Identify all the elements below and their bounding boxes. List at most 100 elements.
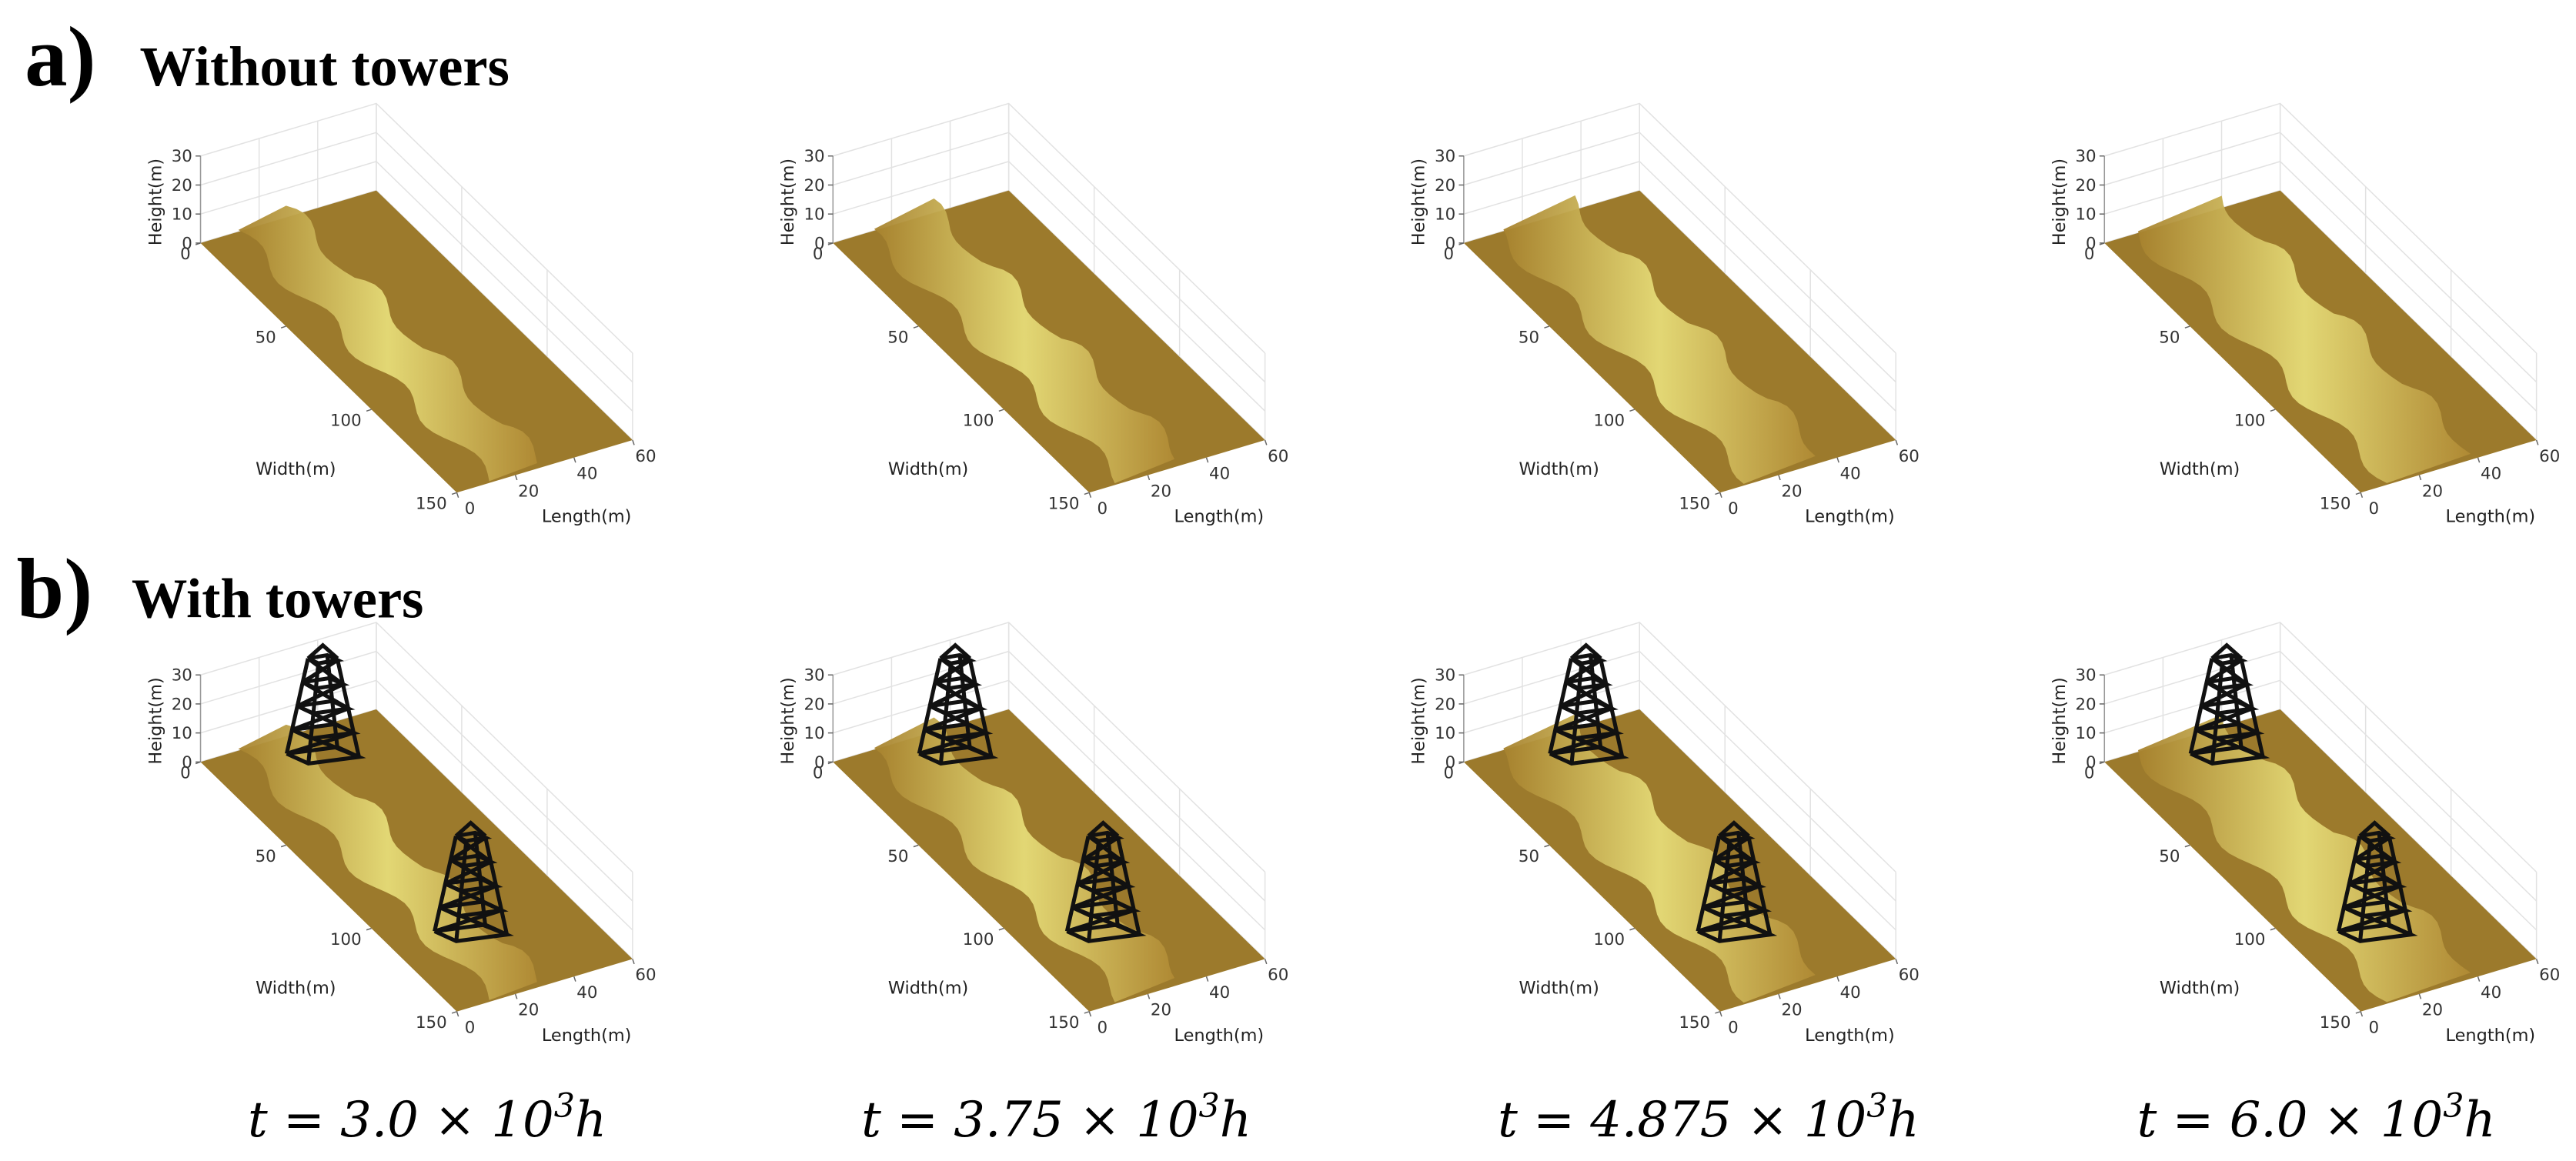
tick-label: 60: [1268, 447, 1288, 466]
tick-label: 150: [416, 495, 447, 514]
tick-label: 0: [1098, 499, 1108, 519]
tick-label: 30: [2075, 147, 2096, 166]
tick-mark: [280, 325, 286, 329]
tower-brace: [1702, 899, 1772, 919]
tower-brace: [934, 658, 971, 684]
tick-label: 150: [1048, 495, 1080, 514]
axis-label: Height(m): [2050, 158, 2070, 245]
tick-label: 0: [2369, 499, 2380, 519]
tick-mark: [514, 993, 518, 999]
tick-mark: [366, 409, 372, 412]
tower-brace: [2343, 899, 2413, 919]
time-caption: t = 6.0 × 103h: [2137, 1086, 2496, 1149]
tick-mark: [1544, 844, 1550, 848]
time-caption: t = 3.0 × 103h: [248, 1086, 606, 1149]
tower-brace: [2210, 652, 2248, 666]
dune-ridge: [238, 724, 537, 1000]
surface-plot: 0 10 20 30 Height(m) 0 50 100 150 Width(m) 0 20 40 60…: [145, 622, 657, 1046]
axis-label: Height(m): [145, 677, 165, 764]
tick-label: 100: [963, 412, 994, 431]
axis-label: Width(m): [256, 459, 336, 479]
tick-label: 60: [2539, 447, 2560, 466]
tower-brace: [928, 682, 977, 708]
tick-label: 0: [2086, 753, 2097, 772]
panel-letter: a): [25, 10, 95, 105]
tick-mark: [573, 976, 576, 982]
tick-mark: [1895, 439, 1899, 445]
tower-brace: [1718, 830, 1756, 843]
panel-letter: b): [16, 542, 92, 637]
tick-label: 0: [180, 764, 191, 783]
tick-label: 40: [1209, 465, 1230, 484]
tick-label: 100: [330, 930, 362, 949]
tower-brace: [2205, 658, 2243, 684]
tower-brace: [439, 884, 497, 909]
tick-label: 0: [1445, 753, 1456, 772]
tick-label: 40: [576, 983, 597, 1003]
tick-label: 0: [180, 245, 191, 264]
tower-brace: [1082, 853, 1131, 869]
tower-leg: [1548, 658, 1574, 755]
tick-mark: [1205, 976, 1209, 982]
tick-label: 10: [1435, 724, 1455, 743]
tick-label: 10: [804, 724, 824, 743]
axis-label: Height(m): [2050, 677, 2070, 764]
tick-label: 100: [1593, 930, 1625, 949]
tick-mark: [195, 242, 201, 245]
axis-label: Height(m): [778, 158, 798, 245]
tick-mark: [1715, 492, 1721, 495]
tick-mark: [1264, 439, 1268, 445]
tick-label: 0: [2086, 234, 2097, 253]
tower-brace: [1071, 899, 1141, 919]
tick-mark: [2270, 927, 2276, 931]
axis-label: Length(m): [1805, 1026, 1895, 1046]
axis-label: Height(m): [145, 158, 165, 245]
tower-brace: [1088, 830, 1124, 843]
tick-label: 100: [2234, 412, 2266, 431]
tick-mark: [2360, 1011, 2364, 1017]
tick-mark: [2535, 959, 2539, 965]
tick-label: 30: [172, 147, 192, 166]
tick-mark: [1084, 492, 1090, 495]
tick-mark: [456, 1011, 459, 1017]
tower: [284, 642, 366, 766]
dune-ridge: [238, 205, 537, 482]
tower-leg: [2336, 836, 2362, 932]
tick-mark: [2184, 325, 2190, 329]
tick-mark: [2355, 492, 2361, 495]
tick-mark: [2535, 439, 2539, 445]
tick-label: 30: [1435, 666, 1455, 686]
tower-brace: [1559, 682, 1608, 708]
tick-label: 0: [1098, 1019, 1108, 1038]
tick-label: 30: [1435, 147, 1455, 166]
tick-label: 0: [1445, 234, 1456, 253]
surface-plot: 0 10 20 30 Height(m) 0 50 100 150 Width(m) 0 20 40 60…: [145, 102, 657, 527]
tick-label: 0: [1443, 245, 1454, 264]
tower-brace: [2195, 722, 2265, 741]
tower-brace: [2359, 830, 2396, 843]
tick-label: 40: [1840, 983, 1861, 1003]
tick-mark: [1088, 492, 1092, 498]
panel-title: With towers: [132, 568, 423, 630]
caption-unit: h: [2464, 1092, 2495, 1149]
tower-brace: [301, 658, 339, 684]
caption-main: t = 3.75 × 10: [861, 1092, 1198, 1149]
tower-top: [2358, 820, 2391, 838]
tick-label: 30: [804, 147, 824, 166]
tick-mark: [1715, 1011, 1721, 1014]
caption-main: t = 4.875 × 10: [1498, 1092, 1866, 1149]
tick-label: 10: [2075, 205, 2096, 225]
tick-label: 20: [1781, 1001, 1802, 1020]
tick-label: 20: [172, 695, 192, 714]
tick-label: 100: [1593, 412, 1625, 431]
tick-mark: [1544, 325, 1550, 329]
tick-label: 60: [635, 966, 656, 985]
axis-label: Width(m): [2160, 978, 2240, 998]
tower-brace: [929, 699, 988, 716]
dune-ridge: [1503, 714, 1816, 1003]
tick-mark: [2477, 976, 2481, 982]
tick-mark: [1458, 242, 1465, 245]
tick-mark: [2270, 409, 2276, 412]
axis-label: Width(m): [888, 978, 968, 998]
tick-label: 10: [2075, 724, 2096, 743]
